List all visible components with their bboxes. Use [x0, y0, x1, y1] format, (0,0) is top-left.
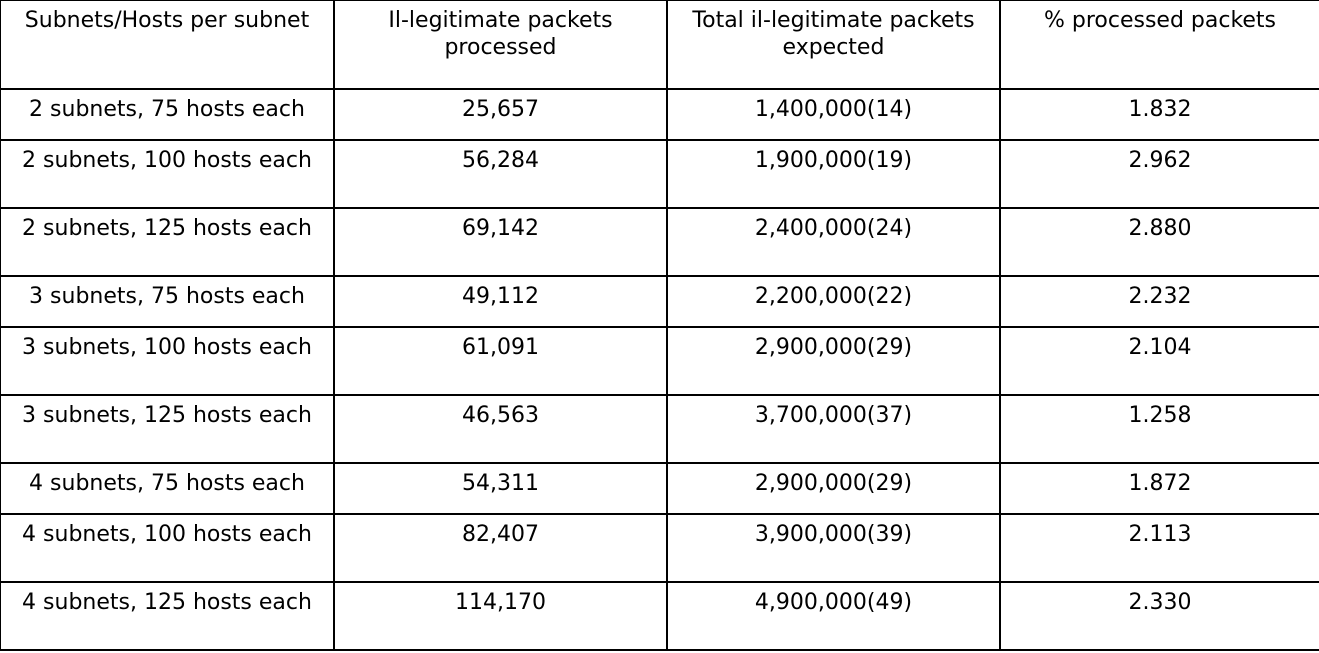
cell-subnets-hosts: 3 subnets, 100 hosts each [0, 326, 335, 396]
cell-packets-expected: 2,400,000(24) [666, 207, 1001, 277]
cell-packets-expected: 2,900,000(29) [666, 462, 1001, 515]
header-packets-processed: Il-legitimate packets processed [333, 0, 668, 90]
header-percent-processed: % processed packets [999, 0, 1319, 90]
cell-percent-processed: 2.880 [999, 207, 1319, 277]
table-row: 2 subnets, 75 hosts each 25,657 1,400,00… [0, 88, 1319, 141]
table-row: 4 subnets, 100 hosts each 82,407 3,900,0… [0, 513, 1319, 583]
table-row: 2 subnets, 100 hosts each 56,284 1,900,0… [0, 139, 1319, 209]
cell-packets-processed: 54,311 [333, 462, 668, 515]
cell-packets-processed: 46,563 [333, 394, 668, 464]
cell-packets-processed: 82,407 [333, 513, 668, 583]
header-row: Subnets/Hosts per subnet Il-legitimate p… [0, 0, 1319, 90]
cell-packets-expected: 1,400,000(14) [666, 88, 1001, 141]
cell-percent-processed: 2.113 [999, 513, 1319, 583]
cell-percent-processed: 1.832 [999, 88, 1319, 141]
table-row: 4 subnets, 75 hosts each 54,311 2,900,00… [0, 462, 1319, 515]
cell-subnets-hosts: 2 subnets, 100 hosts each [0, 139, 335, 209]
cell-percent-processed: 2.232 [999, 275, 1319, 328]
cell-packets-expected: 2,200,000(22) [666, 275, 1001, 328]
cell-packets-processed: 56,284 [333, 139, 668, 209]
cell-packets-processed: 114,170 [333, 581, 668, 651]
cell-packets-expected: 3,900,000(39) [666, 513, 1001, 583]
table-row: 2 subnets, 125 hosts each 69,142 2,400,0… [0, 207, 1319, 277]
cell-subnets-hosts: 4 subnets, 100 hosts each [0, 513, 335, 583]
cell-subnets-hosts: 3 subnets, 75 hosts each [0, 275, 335, 328]
table-row: 3 subnets, 75 hosts each 49,112 2,200,00… [0, 275, 1319, 328]
table-row: 4 subnets, 125 hosts each 114,170 4,900,… [0, 581, 1319, 651]
cell-subnets-hosts: 4 subnets, 125 hosts each [0, 581, 335, 651]
cell-percent-processed: 2.104 [999, 326, 1319, 396]
cell-packets-expected: 3,700,000(37) [666, 394, 1001, 464]
table-row: 3 subnets, 100 hosts each 61,091 2,900,0… [0, 326, 1319, 396]
cell-packets-expected: 2,900,000(29) [666, 326, 1001, 396]
cell-packets-processed: 25,657 [333, 88, 668, 141]
header-packets-expected: Total il-legitimate packets expected [666, 0, 1001, 90]
cell-percent-processed: 1.872 [999, 462, 1319, 515]
cell-packets-processed: 69,142 [333, 207, 668, 277]
cell-subnets-hosts: 2 subnets, 75 hosts each [0, 88, 335, 141]
cell-percent-processed: 2.962 [999, 139, 1319, 209]
table-row: 3 subnets, 125 hosts each 46,563 3,700,0… [0, 394, 1319, 464]
cell-percent-processed: 1.258 [999, 394, 1319, 464]
cell-packets-expected: 4,900,000(49) [666, 581, 1001, 651]
header-subnets-hosts: Subnets/Hosts per subnet [0, 0, 335, 90]
cell-subnets-hosts: 3 subnets, 125 hosts each [0, 394, 335, 464]
cell-packets-expected: 1,900,000(19) [666, 139, 1001, 209]
cell-packets-processed: 49,112 [333, 275, 668, 328]
cell-packets-processed: 61,091 [333, 326, 668, 396]
cell-percent-processed: 2.330 [999, 581, 1319, 651]
cell-subnets-hosts: 4 subnets, 75 hosts each [0, 462, 335, 515]
cell-subnets-hosts: 2 subnets, 125 hosts each [0, 207, 335, 277]
